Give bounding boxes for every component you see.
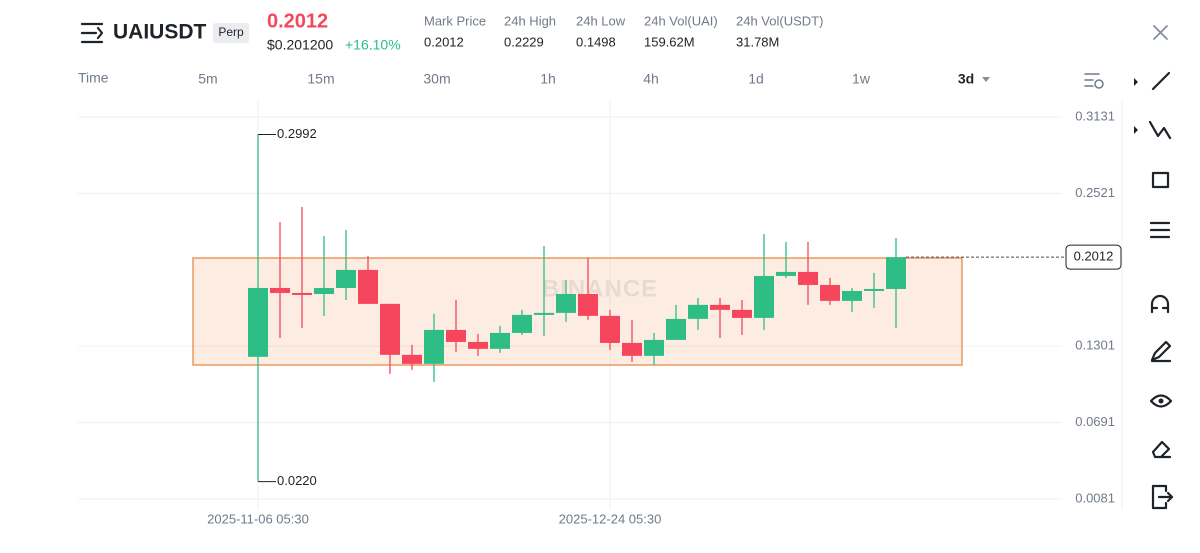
y-tick-label: 0.0691 [1075, 414, 1115, 429]
candle-body [776, 271, 796, 276]
candle-body [358, 269, 378, 304]
candle-body [292, 292, 312, 295]
eye-pupil [1158, 398, 1164, 404]
eraser-tool[interactable] [1151, 440, 1172, 459]
y-tick-label: 0.0081 [1075, 490, 1115, 505]
annotation-label: 0.0220 [277, 473, 317, 488]
range-drawing [192, 257, 963, 366]
price-change: +16.10% [345, 37, 401, 53]
candle-body [336, 269, 356, 288]
timeframe-option[interactable]: 1d [748, 71, 764, 87]
pattern-tool[interactable] [1149, 221, 1171, 239]
timeframe-option[interactable]: 1h [540, 71, 556, 87]
expand-arrow[interactable] [1134, 126, 1138, 134]
usd-price: $0.201200 [267, 37, 333, 53]
candle-body [644, 339, 664, 356]
candle-body [314, 287, 334, 294]
timeframe-option[interactable]: 1w [852, 71, 871, 87]
settings-icon[interactable] [1084, 73, 1100, 87]
badge-bg [213, 23, 249, 43]
y-tick-label: 0.2521 [1075, 185, 1115, 200]
y-tick-label: 0.3131 [1075, 108, 1115, 123]
magnet-tool[interactable] [1150, 294, 1170, 314]
stat-value: 0.1498 [576, 34, 616, 49]
stat-label: 24h Vol(USDT) [736, 13, 823, 28]
candle-body [270, 287, 290, 293]
candle-body [732, 309, 752, 318]
dropdown-arrow[interactable] [982, 77, 990, 82]
exit-tool[interactable] [1151, 484, 1174, 510]
candle-body [600, 315, 620, 343]
menu-icon[interactable] [80, 22, 104, 44]
candle-body [402, 354, 422, 364]
candle-body [248, 287, 268, 357]
candle-body [798, 271, 818, 285]
stat-value: 0.2012 [424, 34, 464, 49]
badge: Perp [218, 25, 244, 39]
stat-label: 24h Low [576, 13, 626, 28]
timeframe-option[interactable]: 15m [307, 71, 334, 87]
candle-body [468, 341, 488, 349]
shape-tool[interactable] [1151, 171, 1170, 189]
last-price-tag-text: 0.2012 [1074, 249, 1114, 264]
time-label: Time [78, 70, 109, 86]
x-tick-label: 2025-11-06 05:30 [207, 511, 309, 526]
stat-label: Mark Price [424, 13, 486, 28]
candle-body [512, 314, 532, 333]
fib-tool[interactable] [1148, 120, 1172, 140]
candle-body [446, 329, 466, 342]
close-button[interactable] [1153, 25, 1168, 40]
pen-tool[interactable] [1150, 340, 1172, 363]
candle-body [710, 304, 730, 310]
candle-body [864, 288, 884, 291]
candle-body [666, 318, 686, 340]
settings-icon-circle [1094, 79, 1104, 89]
x-tick-label: 2025-12-24 05:30 [559, 511, 662, 526]
symbol[interactable]: UAIUSDT [113, 21, 207, 44]
candle-body [490, 332, 510, 349]
candle-body [424, 329, 444, 364]
expand-arrow[interactable] [1134, 78, 1138, 86]
candle-body [754, 275, 774, 318]
toolbar [1134, 71, 1174, 510]
stat-value: 0.2229 [504, 34, 544, 49]
candle-body [842, 290, 862, 301]
annotation-label: 0.2992 [277, 126, 317, 141]
candle-body [886, 257, 906, 289]
candle-body [820, 284, 840, 301]
eye-tool[interactable] [1149, 394, 1173, 408]
stat-value: 159.62M [644, 34, 695, 49]
candle-body [622, 342, 642, 356]
candle-body [556, 293, 576, 313]
last-price-tag [1065, 244, 1122, 270]
last-price: 0.2012 [267, 10, 328, 32]
stat-value: 31.78M [736, 34, 779, 49]
timeframe-option[interactable]: 30m [423, 71, 450, 87]
candle-body [688, 304, 708, 319]
stat-label: 24h High [504, 13, 556, 28]
y-tick-label: 0.1301 [1075, 338, 1115, 353]
stat-label: 24h Vol(UAI) [644, 13, 718, 28]
timeframe-option[interactable]: 3d [958, 71, 974, 87]
timeframe-option[interactable]: 5m [198, 71, 217, 87]
line-tool[interactable] [1151, 71, 1171, 91]
candle-body [534, 312, 554, 315]
candle-body [578, 293, 598, 316]
candle-body [380, 303, 400, 355]
timeframe-option[interactable]: 4h [643, 71, 659, 87]
